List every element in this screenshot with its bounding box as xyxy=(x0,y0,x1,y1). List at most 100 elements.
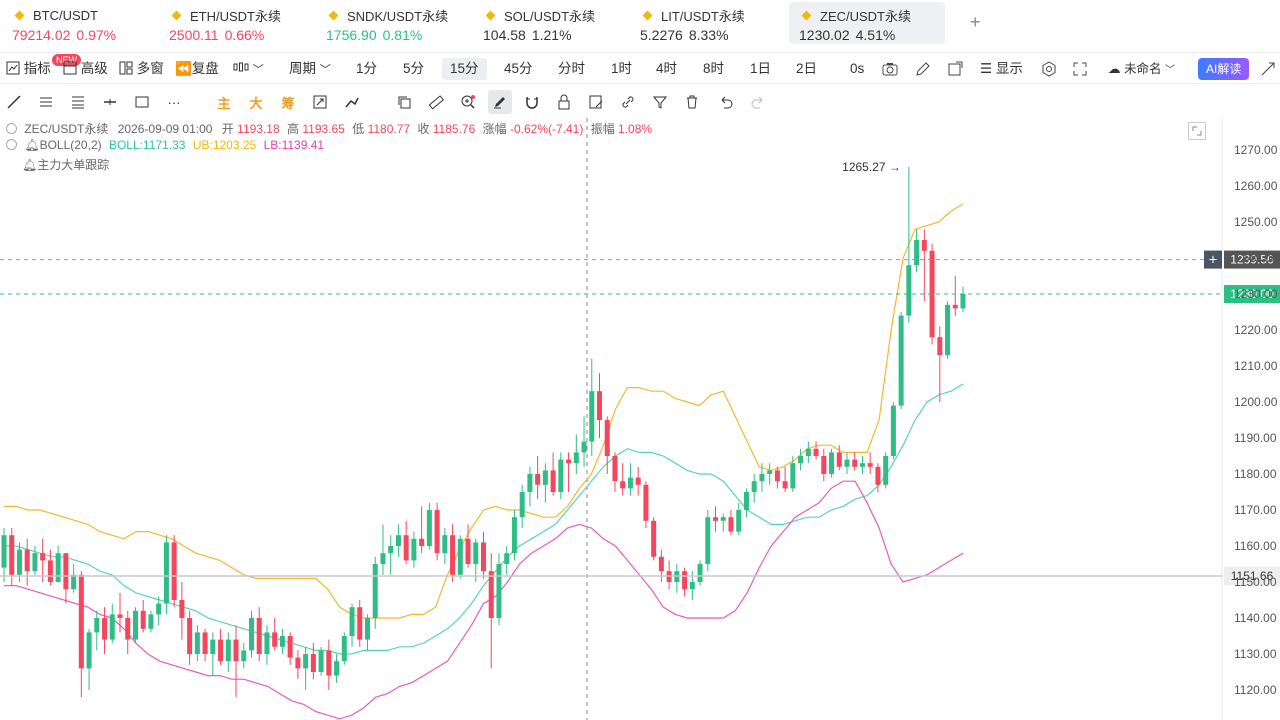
expand-chart-icon[interactable] xyxy=(1188,122,1206,140)
chevron-down-icon: ﹀ xyxy=(319,64,331,76)
large-order-toggle[interactable]: 大 xyxy=(244,90,268,114)
multi-window-button[interactable]: 多窗 xyxy=(119,58,164,80)
interval-2d[interactable]: 2日 xyxy=(796,61,818,76)
candle-body xyxy=(511,517,517,554)
candle-body xyxy=(921,240,927,251)
max-price-label: 1265.27 → xyxy=(842,160,901,174)
y-tick-label: 1130.00 xyxy=(1234,647,1277,661)
ai-interpret-button[interactable]: AI解读 xyxy=(1198,58,1250,80)
candle-body xyxy=(558,459,564,492)
camera-icon[interactable] xyxy=(881,58,901,80)
coin-icon xyxy=(485,10,496,20)
candle xyxy=(473,538,479,582)
fib-tool-icon[interactable] xyxy=(66,90,90,114)
advanced-button[interactable]: 高级 xyxy=(63,58,108,80)
display-button[interactable]: ☰ 显示 xyxy=(980,58,1023,80)
more-tools-icon[interactable]: ··· xyxy=(167,94,181,110)
rectangle-tool-icon[interactable] xyxy=(130,90,154,114)
candle-body xyxy=(627,477,633,489)
candle xyxy=(194,625,200,662)
path-tool-icon[interactable] xyxy=(340,90,364,114)
link-icon[interactable] xyxy=(616,90,640,114)
interval-1m[interactable]: 1分 xyxy=(356,61,378,76)
zoom-in-icon[interactable] xyxy=(456,90,480,114)
interval-45m[interactable]: 45分 xyxy=(504,61,533,76)
ticker-tab-zec[interactable]: ZEC/USDT永续 1230.02 4.51% xyxy=(789,2,945,44)
add-tab-button[interactable]: + xyxy=(970,12,981,32)
compare-icon[interactable] xyxy=(308,90,332,114)
interval-timeshare[interactable]: 分时 xyxy=(558,61,585,76)
candle-body xyxy=(713,517,719,521)
indicator-button[interactable]: 指标 NEW xyxy=(6,54,81,80)
ticker-tab-sol[interactable]: SOL/USDT永续 104.58 1.21% xyxy=(473,2,605,44)
edit-drawing-icon[interactable] xyxy=(584,90,608,114)
draw-mode-icon[interactable] xyxy=(488,90,512,114)
collapse-icon[interactable] xyxy=(6,139,17,150)
period-dropdown[interactable]: 周期 ﹀ xyxy=(289,58,331,80)
settings-icon[interactable] xyxy=(1040,58,1060,80)
interval-15m[interactable]: 15分 xyxy=(442,58,487,80)
trash-icon[interactable] xyxy=(680,90,704,114)
filter-icon[interactable] xyxy=(648,90,672,114)
bell-icon[interactable]: 🔔︎ xyxy=(24,138,40,152)
candle-body xyxy=(736,510,742,532)
horizontal-line-icon[interactable] xyxy=(98,90,122,114)
undo-icon[interactable] xyxy=(714,90,738,114)
y-tick-label: 1210.00 xyxy=(1234,359,1278,373)
chip-distribution-toggle[interactable]: 筹 xyxy=(276,90,300,114)
candle-body xyxy=(774,470,780,482)
interval-4h[interactable]: 4时 xyxy=(656,61,678,76)
candle xyxy=(210,632,216,676)
candle xyxy=(202,628,208,662)
candle-body xyxy=(604,420,610,456)
candle xyxy=(264,625,270,665)
parallel-channel-icon[interactable] xyxy=(34,90,58,114)
candle-body xyxy=(40,553,46,561)
ticker-tab-eth[interactable]: ETH/USDT永续 2500.11 0.66% xyxy=(159,2,291,44)
interval-0s[interactable]: 0s xyxy=(850,61,865,76)
layout-name-dropdown[interactable]: ☁ 未命名 ﹀ xyxy=(1108,58,1175,80)
close-label: 收 xyxy=(417,122,430,136)
chart-type-dropdown[interactable]: ﹀ xyxy=(233,58,264,80)
magnet-icon[interactable] xyxy=(520,90,544,114)
candle-body xyxy=(751,481,757,492)
ticker-tab-sndk[interactable]: SNDK/USDT永续 1756.90 0.81% xyxy=(316,2,458,44)
trend-icon[interactable] xyxy=(1260,58,1280,80)
ruler-icon[interactable] xyxy=(424,90,448,114)
ticker-change: 0.66% xyxy=(224,27,265,43)
pencil-icon[interactable] xyxy=(914,58,934,80)
candle-body xyxy=(272,632,278,647)
ticker-tab-btc[interactable]: BTC/USDT 79214.02 0.97% xyxy=(2,2,126,44)
candle-body xyxy=(295,657,301,669)
copy-icon[interactable] xyxy=(392,90,416,114)
chart-area[interactable]: +1239.56 1230.00 1151.66 1265.27 → 1270.00 1… xyxy=(0,118,1280,720)
bell-icon[interactable]: 🔔︎ xyxy=(22,158,38,172)
candle xyxy=(597,373,603,438)
main-force-toggle[interactable]: 主 xyxy=(212,90,236,114)
replay-button[interactable]: ⏪复盘 xyxy=(175,58,219,80)
ticker-symbol: SNDK/USDT永续 xyxy=(347,8,449,24)
interval-1d[interactable]: 1日 xyxy=(750,61,772,76)
lock-icon[interactable] xyxy=(552,90,576,114)
price-tag-label: 1239.56 xyxy=(1230,253,1274,267)
fullscreen-icon[interactable] xyxy=(1071,58,1091,80)
collapse-icon[interactable] xyxy=(6,123,17,134)
candle xyxy=(179,582,185,640)
trendline-tool-icon[interactable] xyxy=(2,90,26,114)
candle xyxy=(581,416,587,467)
candle-body xyxy=(310,654,316,672)
ticker-tab-lit[interactable]: LIT/USDT永续 5.2276 8.33% xyxy=(630,2,755,44)
candle xyxy=(759,463,765,492)
candle-body xyxy=(171,542,177,600)
export-icon[interactable] xyxy=(946,58,966,80)
interval-8h[interactable]: 8时 xyxy=(703,61,725,76)
price-tag-label: 1151.66 xyxy=(1231,569,1274,583)
interval-5m[interactable]: 5分 xyxy=(403,61,425,76)
redo-icon[interactable] xyxy=(746,90,770,114)
candle xyxy=(527,466,533,507)
add-alert-button[interactable] xyxy=(1204,250,1222,269)
ticker-change: 8.33% xyxy=(688,27,729,43)
interval-1h[interactable]: 1时 xyxy=(611,61,633,76)
candle xyxy=(589,358,595,456)
